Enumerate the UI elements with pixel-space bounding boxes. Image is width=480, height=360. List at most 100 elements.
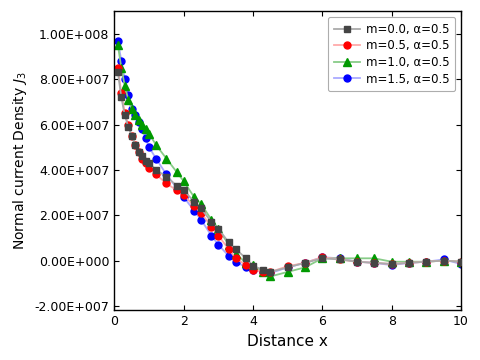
- m=0.5, α=0.5: [216, 234, 221, 238]
- m=0.0, α=0.5: [243, 256, 249, 261]
- m=1.5, α=0.5: [125, 93, 131, 97]
- m=1.5, α=0.5: [129, 107, 134, 111]
- m=1.5, α=0.5: [423, 260, 429, 264]
- m=0.5, α=0.5: [174, 188, 180, 193]
- m=0.0, α=0.5: [129, 134, 134, 138]
- m=0.5, α=0.5: [267, 270, 273, 274]
- m=0.5, α=0.5: [122, 111, 128, 115]
- m=0.0, α=0.5: [389, 262, 395, 266]
- m=1.5, α=0.5: [216, 243, 221, 247]
- m=0.5, α=0.5: [285, 264, 290, 269]
- Line: m=1.0, α=0.5: m=1.0, α=0.5: [114, 41, 465, 281]
- m=1.0, α=0.5: [389, 260, 395, 264]
- m=1.5, α=0.5: [354, 260, 360, 264]
- m=0.0, α=0.5: [354, 260, 360, 264]
- m=0.0, α=0.5: [122, 113, 128, 118]
- m=1.5, α=0.5: [233, 260, 239, 264]
- m=1.0, α=0.5: [337, 256, 343, 261]
- m=1.0, α=0.5: [372, 256, 377, 261]
- m=0.5, α=0.5: [125, 122, 131, 127]
- m=1.0, α=0.5: [243, 261, 249, 265]
- m=1.0, α=0.5: [458, 260, 464, 264]
- m=1.5, α=0.5: [115, 39, 121, 43]
- m=0.0, α=0.5: [181, 188, 187, 193]
- m=1.0, α=0.5: [146, 131, 152, 136]
- m=0.0, α=0.5: [216, 227, 221, 231]
- m=1.0, α=0.5: [136, 118, 142, 122]
- m=0.5, α=0.5: [458, 260, 464, 264]
- m=1.0, α=0.5: [164, 156, 169, 161]
- m=0.5, α=0.5: [389, 262, 395, 266]
- m=0.0, α=0.5: [441, 258, 446, 263]
- m=0.0, α=0.5: [136, 149, 142, 154]
- m=0.0, α=0.5: [337, 257, 343, 262]
- m=0.0, α=0.5: [320, 256, 325, 261]
- m=0.0, α=0.5: [153, 168, 159, 172]
- m=0.0, α=0.5: [208, 220, 214, 224]
- m=1.0, α=0.5: [250, 263, 256, 267]
- m=0.0, α=0.5: [285, 265, 290, 270]
- m=1.5, α=0.5: [136, 120, 142, 125]
- m=1.0, α=0.5: [122, 84, 128, 88]
- m=1.5, α=0.5: [164, 172, 169, 176]
- m=1.0, α=0.5: [191, 195, 197, 199]
- m=0.0, α=0.5: [132, 143, 138, 147]
- m=1.0, α=0.5: [285, 270, 290, 274]
- m=1.0, α=0.5: [302, 265, 308, 270]
- m=1.0, α=0.5: [174, 170, 180, 174]
- m=0.5, α=0.5: [354, 260, 360, 264]
- m=1.0, α=0.5: [119, 66, 124, 70]
- m=1.5, α=0.5: [122, 77, 128, 81]
- m=1.5, α=0.5: [208, 234, 214, 238]
- m=1.0, α=0.5: [406, 260, 412, 264]
- m=0.5, α=0.5: [191, 204, 197, 208]
- m=0.5, α=0.5: [132, 143, 138, 147]
- m=0.5, α=0.5: [139, 156, 145, 161]
- m=1.0, α=0.5: [129, 107, 134, 111]
- m=0.5, α=0.5: [208, 224, 214, 229]
- m=1.5, α=0.5: [119, 59, 124, 63]
- m=1.5, α=0.5: [302, 261, 308, 265]
- m=1.0, α=0.5: [441, 258, 446, 263]
- m=1.0, α=0.5: [153, 143, 159, 147]
- m=1.5, α=0.5: [372, 261, 377, 265]
- m=0.0, α=0.5: [146, 161, 152, 165]
- m=1.0, α=0.5: [208, 217, 214, 222]
- m=1.5, α=0.5: [285, 265, 290, 270]
- m=1.0, α=0.5: [125, 98, 131, 102]
- m=1.5, α=0.5: [406, 261, 412, 265]
- m=1.0, α=0.5: [181, 179, 187, 183]
- m=1.5, α=0.5: [174, 186, 180, 190]
- m=1.5, α=0.5: [320, 255, 325, 259]
- m=0.5, α=0.5: [302, 261, 308, 265]
- m=0.0, α=0.5: [143, 159, 148, 163]
- m=0.0, α=0.5: [164, 175, 169, 179]
- m=1.5, α=0.5: [261, 270, 266, 274]
- m=0.5, α=0.5: [372, 261, 377, 265]
- m=1.5, α=0.5: [441, 257, 446, 262]
- m=0.5, α=0.5: [129, 134, 134, 138]
- Line: m=0.0, α=0.5: m=0.0, α=0.5: [114, 69, 465, 275]
- m=1.0, α=0.5: [261, 270, 266, 274]
- m=0.5, α=0.5: [406, 261, 412, 265]
- m=0.0, α=0.5: [125, 125, 131, 129]
- m=0.5, α=0.5: [146, 166, 152, 170]
- Legend: m=0.0, α=0.5, m=0.5, α=0.5, m=1.0, α=0.5, m=1.5, α=0.5: m=0.0, α=0.5, m=0.5, α=0.5, m=1.0, α=0.5…: [328, 17, 455, 91]
- m=0.5, α=0.5: [441, 258, 446, 263]
- m=1.5, α=0.5: [337, 256, 343, 261]
- m=0.0, α=0.5: [115, 70, 121, 75]
- m=0.5, α=0.5: [337, 257, 343, 262]
- m=1.0, α=0.5: [216, 227, 221, 231]
- m=0.5, α=0.5: [115, 66, 121, 70]
- m=1.5, α=0.5: [146, 145, 152, 149]
- m=0.0, α=0.5: [458, 260, 464, 264]
- m=0.0, α=0.5: [139, 154, 145, 158]
- Y-axis label: Normal current Density $J_3$: Normal current Density $J_3$: [11, 72, 29, 250]
- m=0.5, α=0.5: [153, 172, 159, 176]
- m=1.5, α=0.5: [132, 113, 138, 118]
- Line: m=1.5, α=0.5: m=1.5, α=0.5: [114, 37, 465, 276]
- m=0.0, α=0.5: [302, 261, 308, 265]
- m=1.0, α=0.5: [139, 122, 145, 127]
- m=0.5, α=0.5: [423, 260, 429, 264]
- m=1.0, α=0.5: [354, 256, 360, 261]
